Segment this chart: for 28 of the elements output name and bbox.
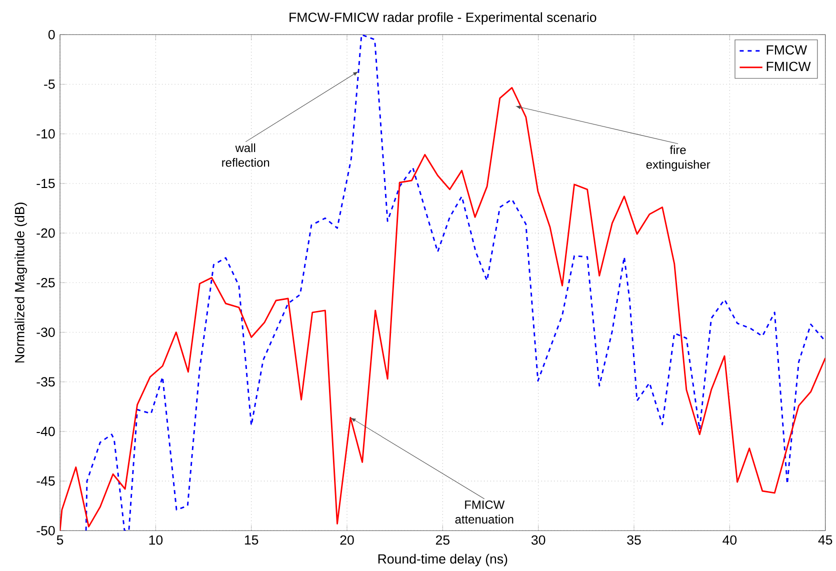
legend-label: FMCW: [766, 45, 808, 55]
x-tick-label: 35: [627, 536, 641, 545]
y-axis-title: Normalized Magnitude (dB): [14, 202, 27, 363]
y-tick-label: -30: [36, 328, 55, 338]
x-tick-label: 20: [340, 536, 354, 545]
x-tick-label: 45: [818, 536, 832, 545]
annotation: wall reflection: [222, 144, 270, 167]
annotation: FMICW attenuation: [455, 500, 514, 524]
y-tick-label: -10: [36, 129, 55, 139]
y-tick-label: -35: [36, 377, 55, 387]
x-tick-label: 15: [244, 536, 258, 545]
y-tick-label: -45: [36, 476, 55, 486]
y-tick-label: -25: [36, 278, 55, 288]
x-axis-title: Round-time delay (ns): [378, 554, 508, 566]
y-tick-label: -50: [36, 526, 55, 536]
x-tick-label: 25: [436, 536, 450, 545]
y-tick-label: -20: [36, 228, 55, 238]
x-tick-label: 5: [56, 536, 64, 545]
x-tick-label: 40: [722, 536, 737, 545]
y-tick-label: -5: [44, 80, 55, 90]
x-tick-label: 10: [149, 536, 163, 545]
legend-label: FMICW: [766, 62, 811, 72]
chart-title: FMCW-FMICW radar profile - Experimental scenario: [290, 12, 596, 25]
y-tick-label: 0: [48, 30, 55, 40]
annotation: fire extinguisher: [646, 146, 710, 172]
y-tick-label: -40: [36, 426, 55, 436]
y-tick-label: -15: [36, 178, 55, 188]
x-tick-label: 30: [531, 536, 546, 545]
